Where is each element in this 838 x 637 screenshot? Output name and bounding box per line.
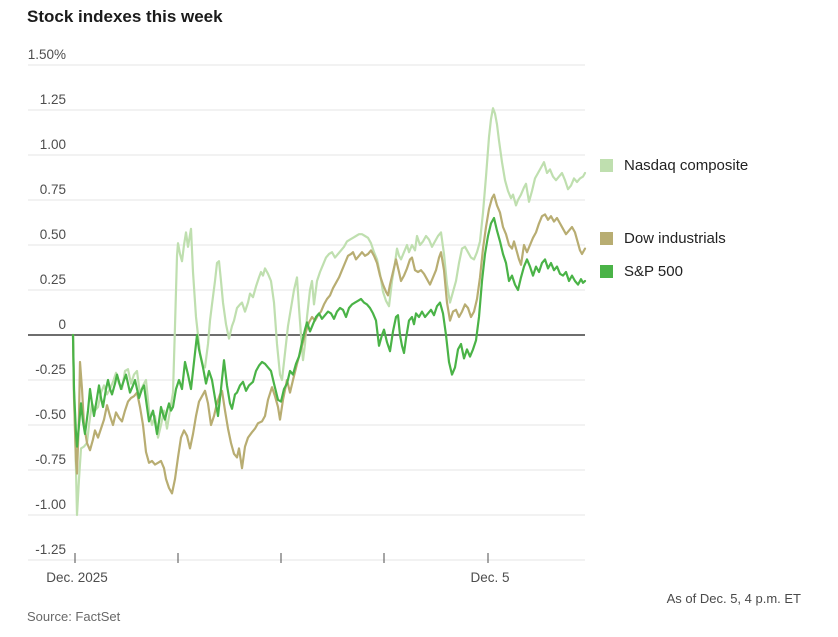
y-axis-label: -0.25 [35,362,66,377]
legend-label-sp500: S&P 500 [624,263,683,280]
source-attribution: Source: FactSet [27,609,121,624]
legend-item-sp500: S&P 500 [600,263,683,280]
series-line-s-p-500 [71,216,587,448]
y-axis-label: 0.25 [40,272,66,287]
y-axis-label: 1.25 [40,92,66,107]
series-line-dow-industrials [71,193,587,495]
y-axis-label: -0.50 [35,407,66,422]
y-axis-label: 0 [58,317,66,332]
y-axis-label: -0.75 [35,452,66,467]
y-axis-label: -1.00 [35,497,66,512]
y-axis-label: 0.50 [40,227,66,242]
chart-title: Stock indexes this week [27,7,223,26]
series-line-nasdaq-composite [71,107,587,517]
nasdaq-swatch-icon [600,159,613,172]
x-axis-label: Dec. 2025 [46,570,108,585]
x-axis-label: Dec. 5 [470,570,509,585]
y-axis-label: -1.25 [35,542,66,557]
legend-label-dow: Dow industrials [624,230,726,247]
legend-item-nasdaq: Nasdaq composite [600,157,748,174]
y-axis-label: 0.75 [40,182,66,197]
as-of-timestamp: As of Dec. 5, 4 p.m. ET [666,591,801,606]
y-axis-label: 1.00 [40,137,66,152]
legend-item-dow: Dow industrials [600,230,726,247]
dow-swatch-icon [600,232,613,245]
y-axis-label: 1.50% [28,47,66,62]
sp500-swatch-icon [600,265,613,278]
legend-label-nasdaq: Nasdaq composite [624,157,749,174]
